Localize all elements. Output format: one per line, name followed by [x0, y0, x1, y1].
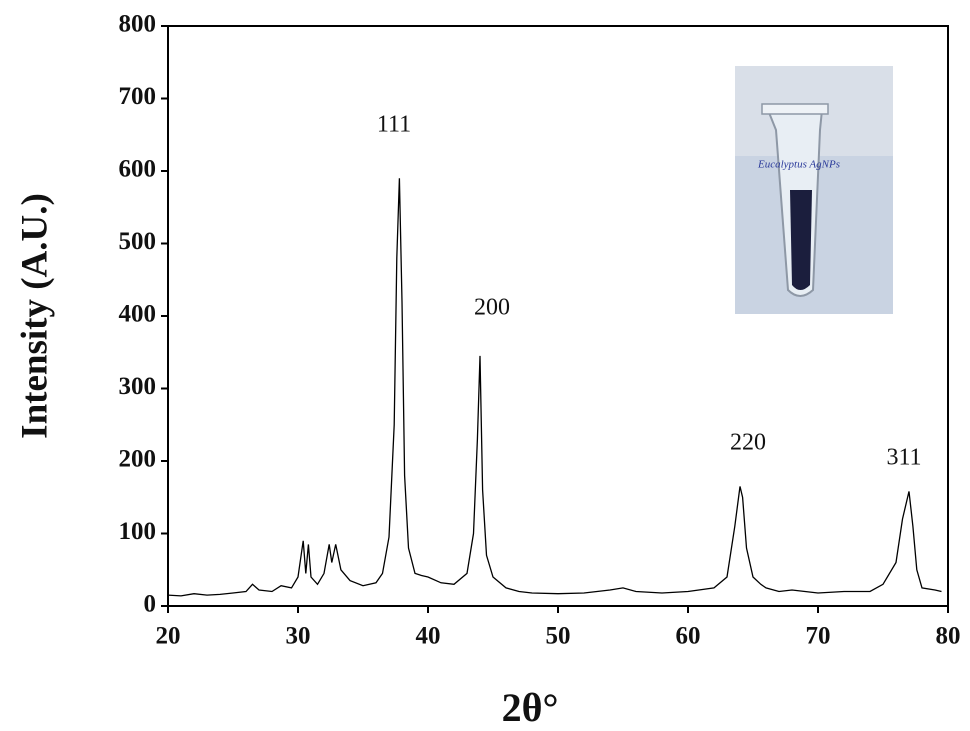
- xrd-line: [167, 178, 942, 597]
- peak-label: 200: [474, 295, 510, 321]
- y-tick-label: 400: [119, 301, 157, 328]
- y-tick-label: 0: [144, 591, 157, 618]
- y-tick-label: 100: [119, 518, 157, 545]
- peak-label: 220: [730, 430, 766, 456]
- y-tick-label: 700: [119, 83, 157, 110]
- x-tick-label: 20: [156, 623, 181, 650]
- inset-photo: Eucalyptus AgNPs: [735, 66, 893, 314]
- y-tick-label: 600: [119, 156, 157, 183]
- x-tick-label: 60: [676, 623, 701, 650]
- x-tick-label: 40: [416, 623, 441, 650]
- y-axis-label: Intensity (A.U.): [14, 193, 55, 439]
- y-tick-label: 500: [119, 228, 157, 255]
- y-tick-label: 800: [119, 11, 157, 38]
- x-tick-label: 80: [936, 623, 961, 650]
- peak-label: 311: [886, 445, 921, 471]
- x-tick-label: 70: [806, 623, 831, 650]
- y-tick-label: 300: [119, 373, 157, 400]
- x-axis-label: 2θ°: [502, 685, 559, 730]
- inset-label: Eucalyptus AgNPs: [757, 159, 840, 171]
- x-tick-label: 30: [286, 623, 311, 650]
- peak-label: 111: [377, 112, 411, 138]
- x-tick-label: 50: [546, 623, 571, 650]
- y-tick-label: 200: [119, 446, 157, 473]
